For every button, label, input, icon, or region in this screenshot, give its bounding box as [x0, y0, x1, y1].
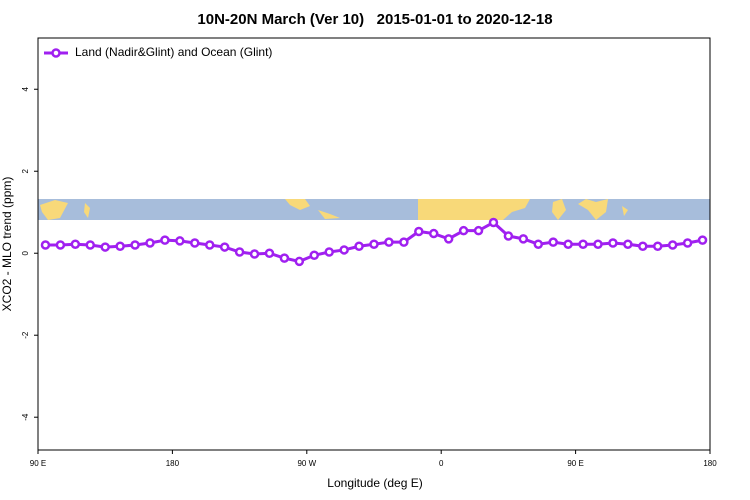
y-tick-label: 2	[21, 168, 30, 173]
x-tick-label: 90 E	[30, 459, 46, 468]
x-tick-label: 90 W	[297, 459, 316, 468]
data-point	[443, 234, 454, 244]
x-tick-label: 180	[166, 459, 180, 468]
data-point	[115, 241, 125, 252]
data-point	[563, 239, 573, 249]
x-tick-label: 90 E	[567, 459, 583, 468]
data-point	[219, 242, 230, 252]
data-point	[100, 242, 110, 252]
data-point	[593, 239, 603, 249]
data-point	[309, 250, 320, 261]
data-point	[369, 239, 379, 249]
data-point	[279, 253, 290, 263]
data-point	[428, 228, 439, 239]
y-tick-label: -2	[21, 331, 30, 339]
data-point	[145, 238, 155, 248]
data-point	[682, 238, 693, 248]
plot-frame	[37, 37, 711, 451]
data-point	[533, 239, 544, 249]
data-point	[384, 237, 394, 247]
data-point	[70, 239, 81, 249]
data-point	[623, 239, 633, 249]
data-point	[190, 238, 200, 248]
data-point	[324, 247, 334, 257]
data-point	[608, 238, 618, 248]
data-point	[667, 240, 678, 250]
data-point	[40, 240, 51, 250]
chart-title: 10N-20N March (Ver 10) 2015-01-01 to 202…	[197, 11, 552, 28]
legend-marker	[51, 48, 61, 58]
data-point	[414, 226, 424, 237]
data-point	[578, 239, 588, 249]
data-point	[264, 248, 275, 258]
data-point	[503, 231, 514, 241]
data-point	[130, 240, 140, 250]
legend-label: Land (Nadir&Glint) and Ocean (Glint)	[75, 45, 272, 59]
data-point	[488, 217, 499, 228]
data-point	[697, 235, 708, 245]
data-point	[638, 241, 648, 252]
data-point	[249, 249, 260, 259]
data-point	[473, 225, 484, 236]
data-point	[458, 225, 469, 236]
data-point	[339, 245, 349, 255]
y-tick-label: 4	[21, 86, 30, 91]
data-point	[294, 256, 305, 267]
data-point	[175, 236, 185, 246]
data-point	[548, 237, 558, 247]
y-tick-label: 0	[21, 250, 30, 255]
x-tick-label: 180	[703, 459, 717, 468]
data-point	[518, 234, 529, 244]
data-point	[399, 237, 409, 247]
data-point	[160, 235, 170, 245]
x-axis-label: Longitude (deg E)	[327, 476, 422, 490]
data-point	[55, 240, 66, 250]
data-point	[204, 240, 215, 250]
data-point	[652, 241, 663, 252]
data-point	[354, 241, 364, 252]
y-axis-label: XCO2 - MLO trend (ppm)	[0, 177, 14, 312]
x-tick-label: 0	[439, 459, 444, 468]
map-band	[38, 199, 710, 220]
y-tick-label: -4	[21, 413, 30, 421]
data-point	[234, 247, 245, 257]
data-point	[85, 240, 96, 250]
